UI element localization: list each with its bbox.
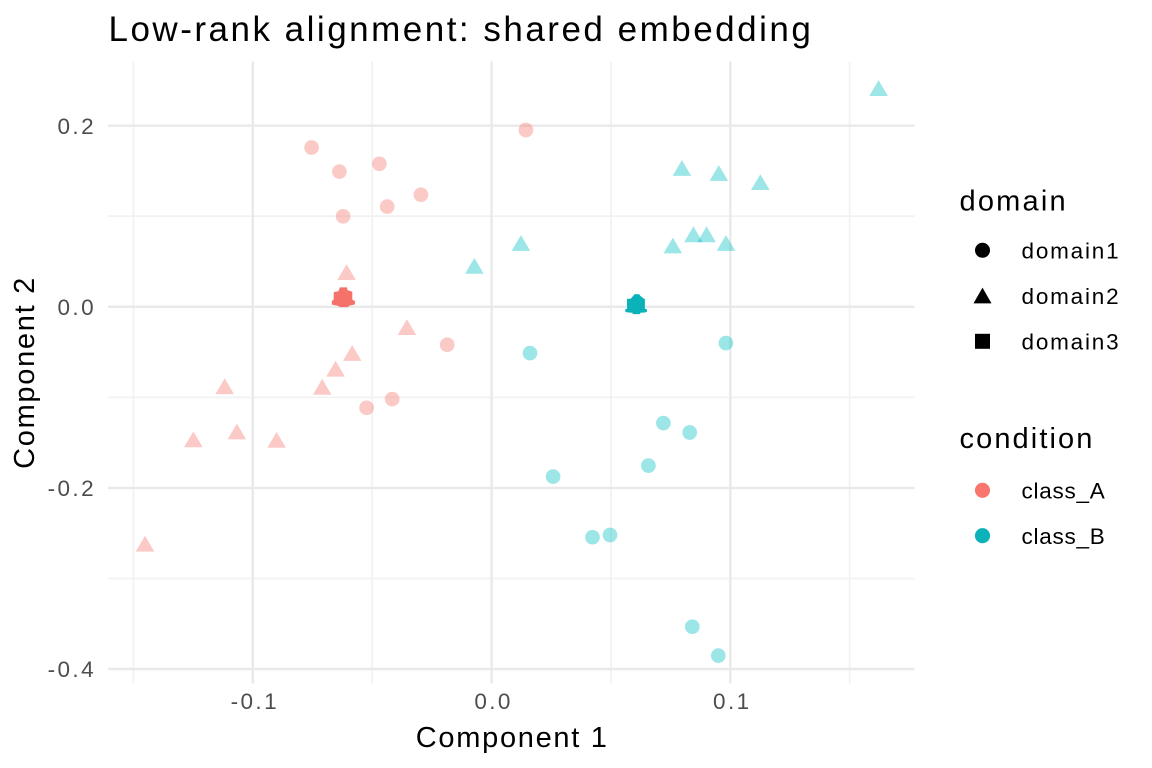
svg-text:-0.4: -0.4 [48, 657, 96, 682]
svg-text:Low-rank alignment: shared emb: Low-rank alignment: shared embedding [109, 10, 814, 49]
svg-text:-0.1: -0.1 [231, 689, 279, 714]
svg-text:0.0: 0.0 [58, 295, 96, 320]
svg-text:Component 2: Component 2 [9, 276, 41, 469]
svg-text:class_B: class_B [1022, 524, 1106, 549]
svg-text:domain2: domain2 [1022, 284, 1121, 309]
svg-text:domain3: domain3 [1022, 330, 1121, 355]
svg-text:Component 1: Component 1 [416, 722, 609, 754]
svg-text:0.2: 0.2 [58, 114, 96, 139]
svg-text:domain1: domain1 [1022, 239, 1121, 264]
svg-text:0.1: 0.1 [713, 689, 751, 714]
svg-text:-0.2: -0.2 [48, 476, 96, 501]
svg-text:class_A: class_A [1022, 479, 1106, 504]
svg-text:0.0: 0.0 [474, 689, 512, 714]
svg-text:condition: condition [960, 423, 1095, 455]
svg-text:domain: domain [960, 186, 1068, 218]
